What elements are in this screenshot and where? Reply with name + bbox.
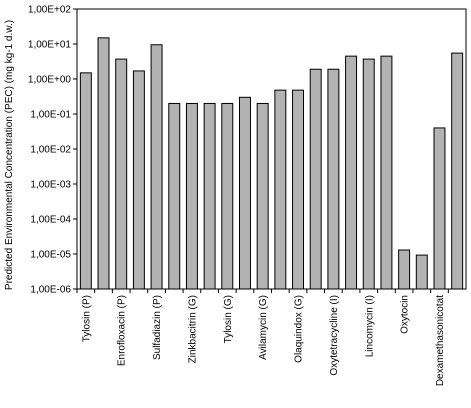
x-tick-label: Tylosin (P) [81,295,92,342]
bar [398,249,411,290]
x-tick-label: Oxytocin [400,295,411,334]
bar [415,254,428,290]
x-tick-label: Dexamethasonicotat [435,295,446,386]
bar [79,72,92,290]
bar [380,55,393,290]
bar [451,52,464,290]
x-tick-label: Avilamycin (G) [258,295,269,360]
bar [345,55,358,290]
bar [221,102,234,290]
y-tick-label: 1,00E+01 [28,40,72,51]
x-tick-label: Olaquindox (G) [294,295,305,363]
x-tick-label: Enrofloxacin (P) [117,295,128,366]
x-tick-label: Sulfadiazin (P) [152,295,163,360]
x-tick-label: Oxytetracycline (I) [329,295,340,376]
y-tick-label: 1,00E+00 [28,75,72,86]
bar [309,68,322,290]
x-axis: Tylosin (P) Enrofloxacin (P) Sulfadiazin (… [81,295,446,386]
y-axis: 1,00E+02 1,00E+01 1,00E+00 1,00E-01 1,00E-02… [28,5,77,296]
x-tick-label: Tylosin (G) [223,295,234,343]
y-tick-label: 1,00E-06 [30,285,71,296]
bar [168,102,181,290]
bar [150,44,163,290]
bar [327,68,340,290]
bar [292,89,305,290]
bar [185,102,198,290]
bar [362,58,375,290]
bars-group [76,37,464,293]
y-tick-label: 1,00E-03 [30,180,71,191]
bar [256,102,269,290]
y-tick-label: 1,00E-04 [30,215,71,226]
bar [274,89,287,290]
bar [203,102,216,290]
bar [239,96,251,290]
y-tick-label: 1,00E-05 [30,250,71,261]
y-tick-label: 1,00E+02 [28,5,72,16]
y-tick-label: 1,00E-01 [30,110,71,121]
x-tick-label: Lincomycin (I) [364,295,375,357]
bar [433,127,446,290]
bar [132,70,145,290]
y-axis-title: Predicted Environmental Concentration (P… [4,20,15,290]
bar [97,37,110,290]
y-tick-label: 1,00E-02 [30,145,71,156]
bar [115,58,128,290]
x-tick-label: Zinkbacitrin (G) [187,295,198,363]
